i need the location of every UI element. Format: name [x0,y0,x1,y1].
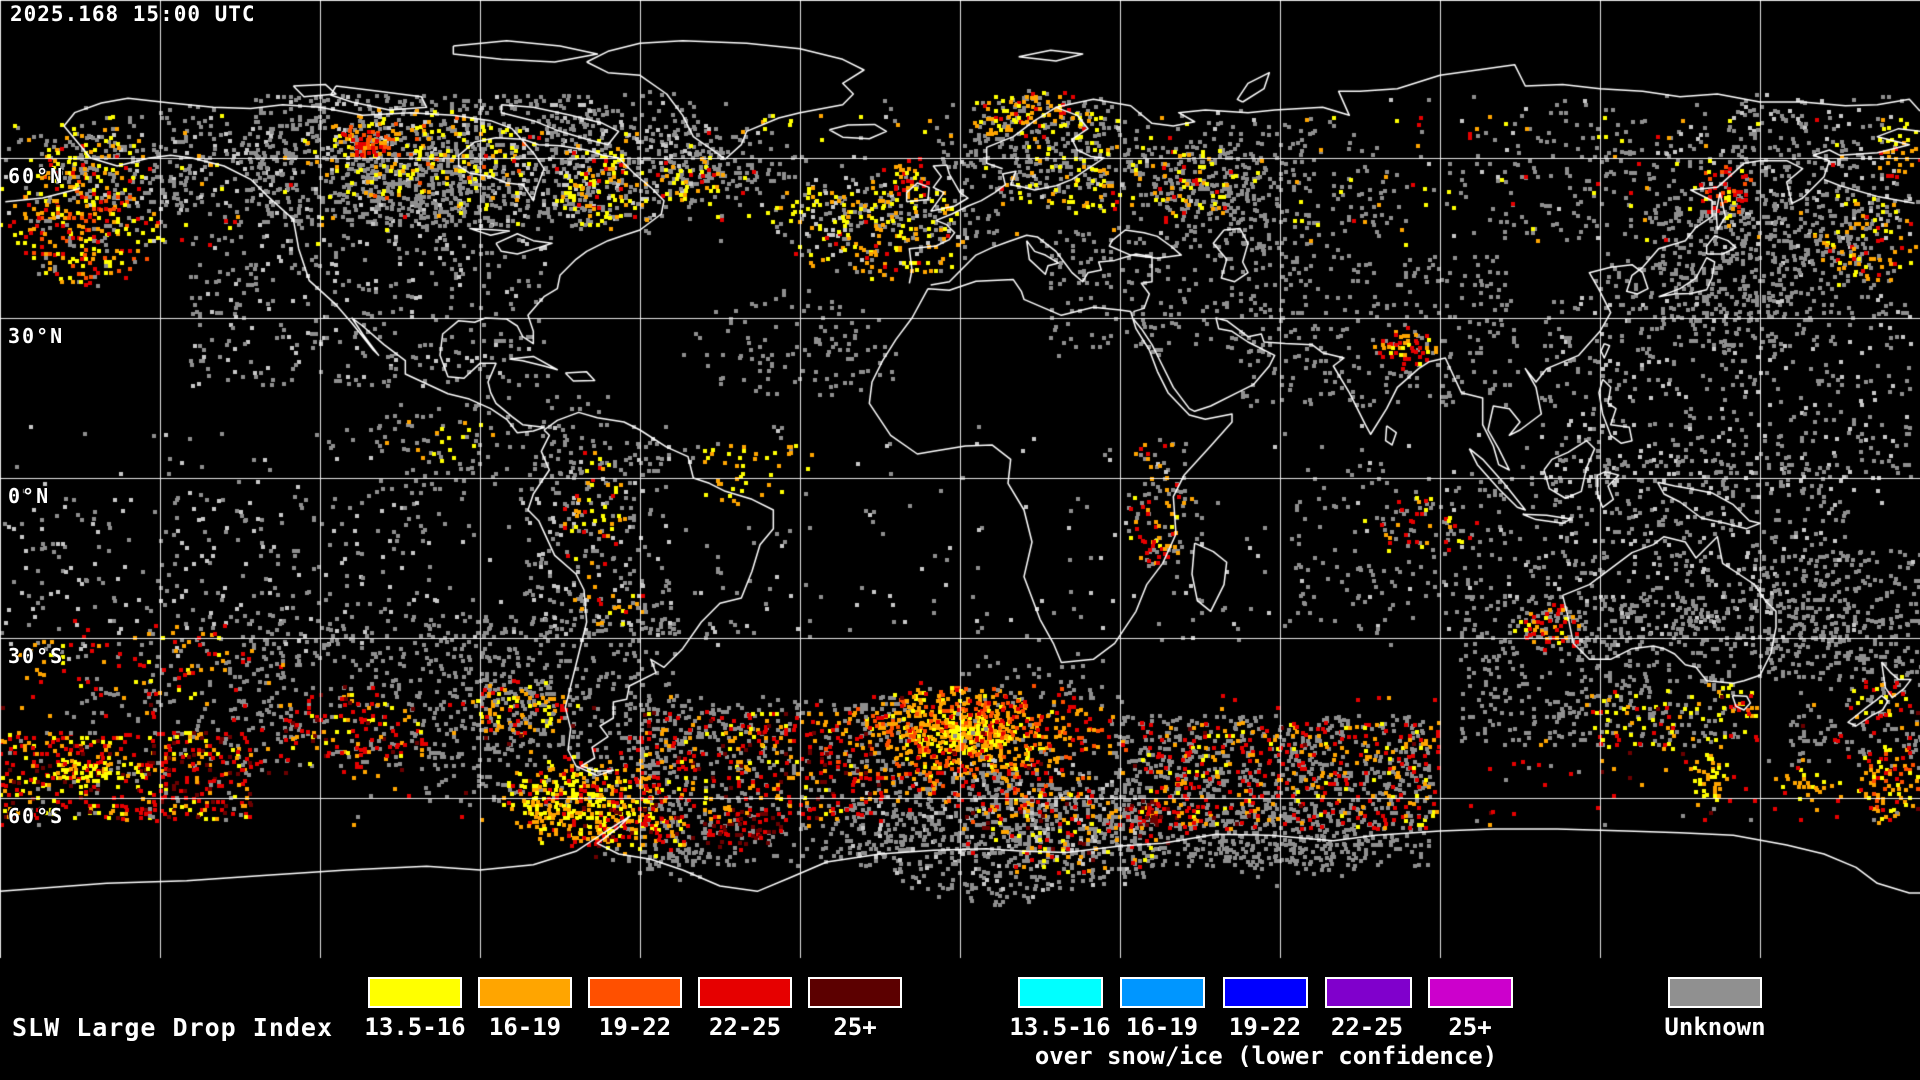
legend-range-slw-1: 16-19 [488,1013,562,1041]
legend-swatch-snow-25plus [1428,977,1513,1008]
lat-label: 30°N [8,324,65,348]
lat-label: 0°N [8,484,51,508]
legend-swatch-unknown [1668,977,1762,1008]
legend-title: SLW Large Drop Index [12,1013,334,1042]
legend-range-snow-2: 19-22 [1228,1013,1302,1041]
legend-swatch-slw-13.5-16 [368,977,462,1008]
lat-label: 30°S [8,644,65,668]
legend-range-slw-4: 25+ [833,1013,877,1041]
legend-swatch-snow-19-22 [1223,977,1308,1008]
legend-swatch-snow-16-19 [1120,977,1205,1008]
legend-range-snow-1: 16-19 [1125,1013,1199,1041]
legend-swatch-slw-22-25 [698,977,792,1008]
legend-range-snow-4: 25+ [1448,1013,1492,1041]
legend-range-snow-3: 22-25 [1330,1013,1404,1041]
legend-swatch-snow-22-25 [1325,977,1412,1008]
legend-range-snow-0: 13.5-16 [1009,1013,1111,1041]
legend-range-slw-3: 22-25 [708,1013,782,1041]
lat-label: 60°N [8,164,65,188]
legend-snow-subtitle: over snow/ice (lower confidence) [1034,1042,1498,1070]
legend-range-slw-0: 13.5-16 [364,1013,466,1041]
timestamp-label: 2025.168 15:00 UTC [10,2,256,26]
lat-label: 60°S [8,804,65,828]
legend-swatch-snow-13.5-16 [1018,977,1103,1008]
legend-swatch-slw-16-19 [478,977,572,1008]
legend-range-slw-2: 19-22 [598,1013,672,1041]
legend-range-unknown: Unknown [1664,1013,1766,1041]
legend-swatch-slw-25plus [808,977,902,1008]
legend-swatch-slw-19-22 [588,977,682,1008]
